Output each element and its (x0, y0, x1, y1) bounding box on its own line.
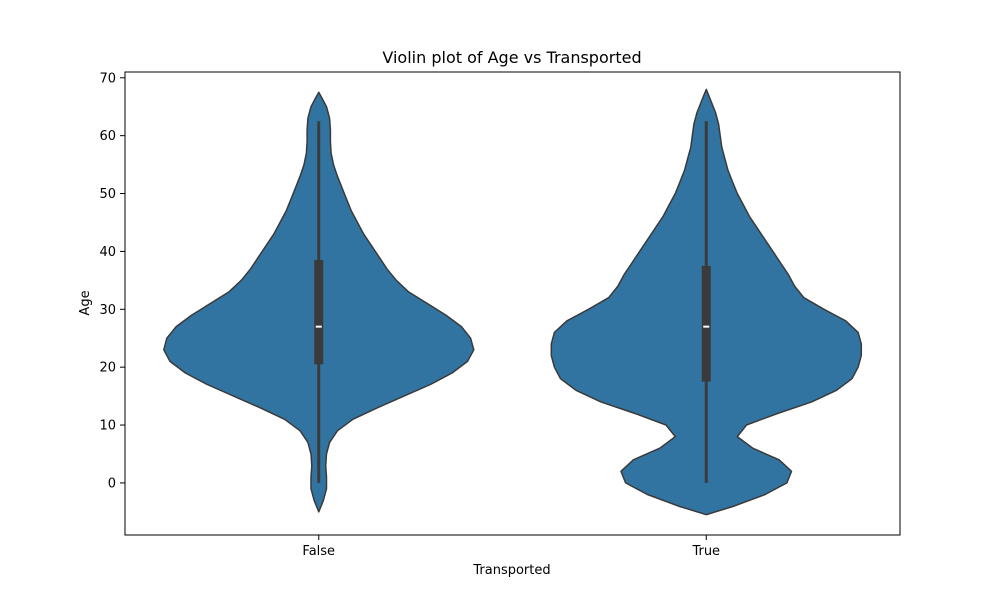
x-axis: False True (302, 535, 720, 559)
y-tick-label: 60 (99, 129, 116, 144)
x-tick-label: False (302, 544, 335, 559)
y-tick-label: 0 (108, 476, 116, 491)
y-tick-label: 70 (99, 71, 116, 86)
y-axis: 0 10 20 30 40 50 60 70 (99, 71, 125, 491)
y-axis-label: Age (78, 290, 93, 315)
plot-frame (124, 71, 901, 536)
plot-area (163, 88, 863, 516)
y-tick-label: 50 (99, 187, 116, 202)
chart-title: Violin plot of Age vs Transported (382, 48, 641, 67)
violin-iqr-box (701, 265, 711, 382)
x-tick-label: True (691, 544, 720, 559)
x-axis-label: Transported (472, 563, 550, 578)
y-tick-label: 40 (99, 245, 116, 260)
y-tick-label: 10 (99, 419, 116, 434)
violin-iqr-box (314, 260, 324, 365)
y-tick-label: 20 (99, 361, 116, 376)
y-tick-label: 30 (99, 303, 116, 318)
